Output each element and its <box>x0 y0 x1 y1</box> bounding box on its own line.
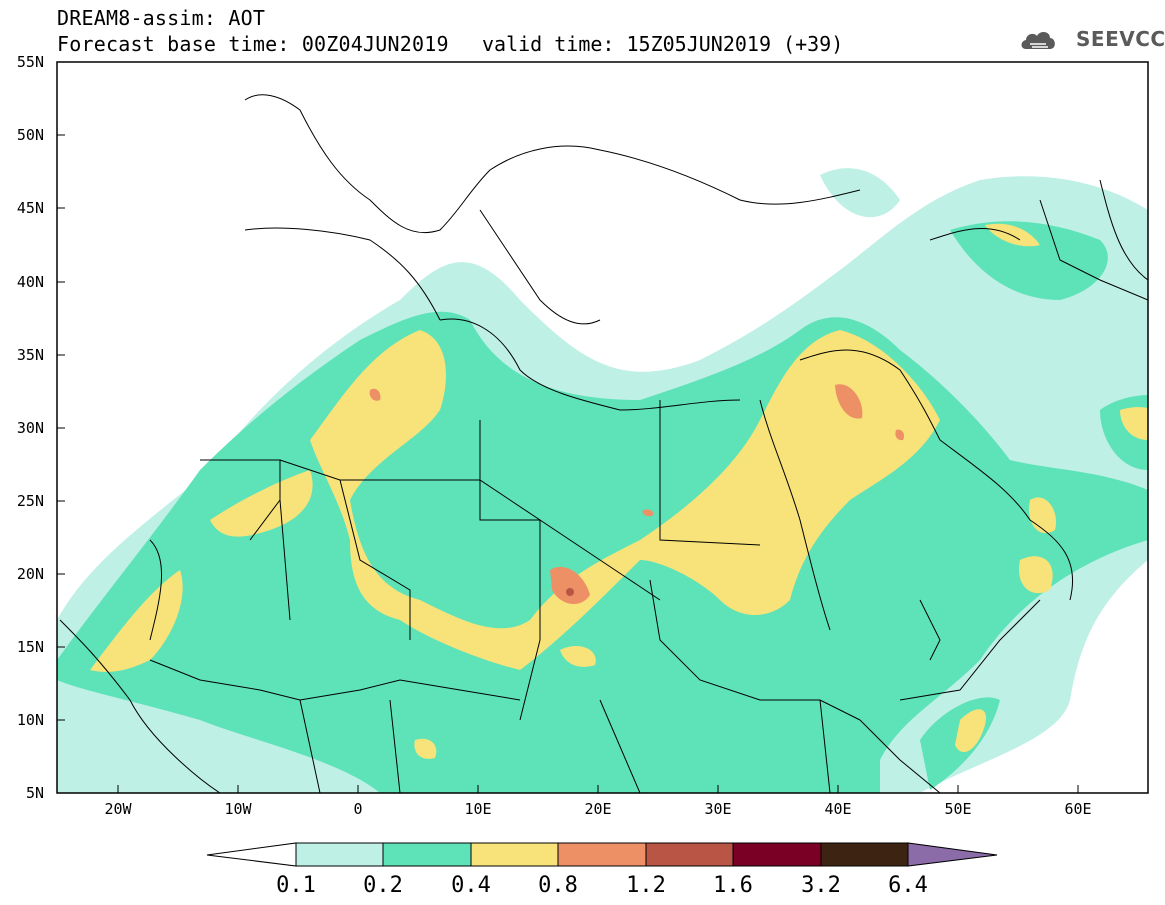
lat-label: 45N <box>16 199 44 217</box>
country-borders <box>59 94 1148 793</box>
colorbar-swatch-1-2 <box>645 842 734 867</box>
aot-contour-0-8-libya <box>642 509 654 517</box>
lon-label: 0 <box>353 800 363 818</box>
colorbar-label: 1.2 <box>626 873 666 898</box>
lon-label: 30E <box>704 800 732 818</box>
lon-label: 20E <box>584 800 612 818</box>
colorbar-label: 3.2 <box>801 873 841 898</box>
aot-contour-0-4-caspian <box>985 223 1040 247</box>
colorbar-swatch-0-4 <box>470 842 559 867</box>
lon-label: 60E <box>1064 800 1092 818</box>
aot-contour-0-8-tibesti <box>550 566 590 605</box>
colorbar-low-arrow <box>206 842 297 867</box>
colorbar-label: 0.4 <box>451 873 491 898</box>
lon-label: 10E <box>464 800 492 818</box>
aot-contour-0-4-chad <box>560 645 596 667</box>
colorbar <box>206 842 998 867</box>
aot-contour-0-4-nigeria <box>414 738 437 759</box>
lat-label: 20N <box>16 565 44 583</box>
lon-label: 40E <box>824 800 852 818</box>
lon-label: 50E <box>944 800 972 818</box>
colorbar-label: 0.2 <box>363 873 403 898</box>
valid-time: valid time: 15Z05JUN2019 (+39) <box>482 32 844 56</box>
colorbar-swatch-0-2 <box>382 842 472 867</box>
aot-contour-0-2-caspian <box>950 221 1108 300</box>
lat-label: 40N <box>16 273 44 291</box>
colorbar-label: 0.8 <box>538 873 578 898</box>
aot-contour-0-4-gulf <box>1120 407 1148 440</box>
aot-contour-0-8-algeria <box>369 388 381 401</box>
lat-label: 15N <box>16 638 44 656</box>
title-line-1: DREAM8-assim: AOT <box>57 6 266 30</box>
aot-contour-0-4-west <box>210 470 313 537</box>
cloud-icon <box>1021 32 1055 49</box>
colorbar-label: 6.4 <box>888 873 928 898</box>
aot-contour-1-2 <box>566 588 574 596</box>
colorbar-label: 0.1 <box>276 873 316 898</box>
lat-label: 50N <box>16 126 44 144</box>
forecast-base-time: Forecast base time: 00Z04JUN2019 <box>57 32 449 56</box>
lat-label: 30N <box>16 419 44 437</box>
colorbar-label: 1.6 <box>713 873 753 898</box>
aot-contour-0-1-east <box>820 168 900 218</box>
aot-contour-0-4-arabia <box>1019 556 1053 594</box>
axis-ticks <box>57 61 1079 793</box>
colorbar-high-arrow <box>907 842 998 867</box>
lat-label: 10N <box>16 711 44 729</box>
lon-label: 10W <box>224 800 252 818</box>
aot-contour-0-8-kuwait <box>895 429 905 441</box>
colorbar-swatch-0-1 <box>295 842 384 867</box>
aot-contour-0-4-ethiopia <box>955 709 986 753</box>
aot-contour-0-4-sahara <box>310 330 940 670</box>
colorbar-swatch-3-2 <box>820 842 909 867</box>
lat-label: 25N <box>16 492 44 510</box>
lat-label: 5N <box>25 784 44 802</box>
lat-label: 55N <box>16 53 44 71</box>
lon-label: 20W <box>104 800 132 818</box>
logo-text: SEEVCCC <box>1076 27 1165 51</box>
colorbar-swatch-0-8 <box>557 842 647 867</box>
aot-contour-0-8-iraq <box>835 384 863 419</box>
colorbar-swatch-1-6 <box>732 842 822 867</box>
lat-label: 35N <box>16 346 44 364</box>
